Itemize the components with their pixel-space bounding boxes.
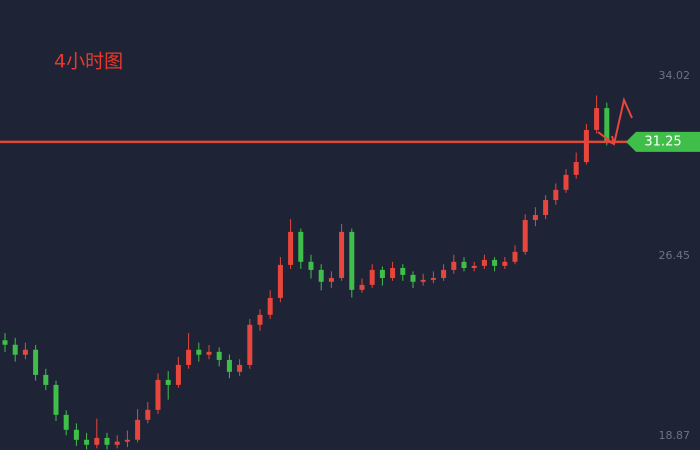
- candle-body: [145, 409, 151, 420]
- candle-body: [216, 351, 222, 360]
- candle-body: [84, 439, 90, 445]
- candle-body: [441, 269, 447, 278]
- y-tick-label: 18.87: [659, 429, 691, 442]
- candle-body: [288, 231, 294, 265]
- candle-body: [543, 200, 549, 216]
- candle-body: [522, 220, 528, 252]
- candle-body: [94, 437, 100, 445]
- candle-body: [379, 269, 385, 278]
- candle-body: [594, 108, 600, 130]
- candle-body: [410, 274, 416, 282]
- candle-body: [451, 261, 457, 270]
- candle-body: [33, 349, 39, 375]
- candle-body: [104, 437, 110, 445]
- candle-body: [430, 277, 436, 280]
- candle-body: [573, 162, 579, 175]
- candle-body: [165, 379, 171, 385]
- candle-body: [502, 261, 508, 266]
- candle-body: [481, 259, 487, 266]
- candle-body: [339, 231, 345, 278]
- candle-body: [114, 441, 120, 445]
- y-tick-label: 34.02: [659, 69, 691, 82]
- candle-body: [328, 277, 334, 282]
- candle-body: [196, 349, 202, 355]
- candle-body: [532, 215, 538, 221]
- candle-body: [583, 129, 589, 163]
- candle-body: [420, 279, 426, 282]
- candle-body: [563, 174, 569, 190]
- candle-body: [53, 384, 59, 415]
- candle-body: [22, 349, 28, 355]
- candle-body: [277, 264, 283, 298]
- candle-body: [308, 261, 314, 270]
- candle-body: [135, 419, 141, 440]
- candle-body: [73, 429, 79, 440]
- candle-body: [492, 259, 498, 266]
- candle-body: [604, 108, 610, 142]
- candle-body: [471, 265, 477, 269]
- annotation-arrow: [597, 96, 633, 146]
- candle-body: [553, 189, 559, 201]
- candle-body: [390, 268, 396, 278]
- candle-body: [369, 269, 375, 285]
- candle-body: [2, 340, 8, 345]
- candle-body: [124, 439, 130, 442]
- price-label: 31.25: [644, 134, 681, 149]
- candle-body: [186, 349, 192, 365]
- price-tag: [626, 131, 700, 152]
- candle-body: [400, 268, 406, 275]
- candle-body: [257, 314, 263, 325]
- candle-body: [43, 374, 49, 385]
- candle-body: [461, 261, 467, 269]
- chart-title: 4小时图: [54, 51, 123, 73]
- candle-body: [175, 364, 181, 385]
- candle-body: [359, 284, 365, 290]
- candle-body: [267, 297, 273, 315]
- candle-body: [206, 351, 212, 355]
- candle-body: [12, 344, 18, 355]
- candle-body: [226, 359, 232, 372]
- candle-body: [63, 414, 69, 430]
- candle-body: [298, 231, 304, 262]
- candle-body: [349, 231, 355, 290]
- candle-body: [155, 379, 161, 410]
- candle-body: [247, 324, 253, 365]
- candle-body: [237, 364, 243, 372]
- candle-body: [512, 251, 518, 262]
- candle-body: [318, 269, 324, 282]
- y-tick-label: 26.45: [659, 249, 691, 262]
